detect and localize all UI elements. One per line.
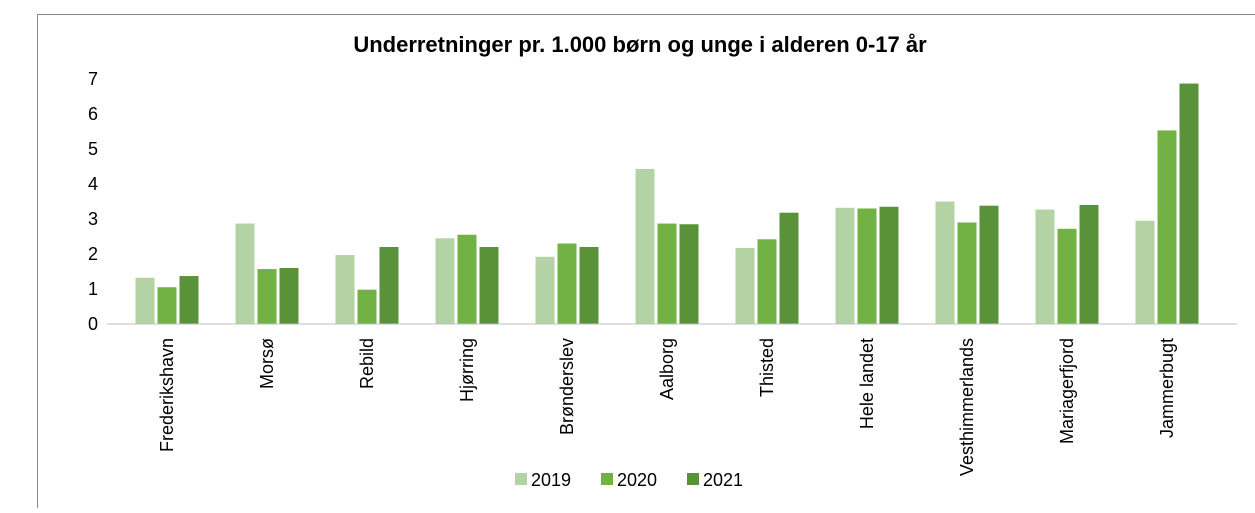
x-tick-label: Rebild (357, 338, 377, 389)
y-tick-label: 5 (88, 139, 98, 159)
x-tick-label: Thisted (757, 338, 777, 397)
bar (1036, 210, 1055, 324)
bar (558, 244, 577, 325)
x-tick-label: Aalborg (657, 338, 677, 400)
bar (1080, 205, 1099, 324)
bar (680, 224, 699, 324)
bar (336, 255, 355, 324)
bar (136, 278, 155, 324)
bar (880, 207, 899, 324)
y-tick-label: 2 (88, 244, 98, 264)
x-tick-label: Mariagerfjord (1057, 338, 1077, 444)
bar (1136, 221, 1155, 324)
bar (280, 268, 299, 324)
y-tick-label: 4 (88, 174, 98, 194)
legend-swatch (515, 473, 527, 485)
bar (658, 224, 677, 324)
bar (358, 290, 377, 324)
legend-label: 2019 (531, 470, 571, 490)
bar (580, 247, 599, 324)
bar (236, 224, 255, 324)
bar (980, 206, 999, 324)
x-tick-label: Brønderslev (557, 338, 577, 435)
y-tick-label: 3 (88, 209, 98, 229)
bar (780, 213, 799, 324)
bar (180, 276, 199, 324)
bar (836, 208, 855, 324)
bar (436, 238, 455, 324)
bar (736, 248, 755, 324)
x-tick-label: Morsø (257, 338, 277, 389)
bar (258, 269, 277, 324)
x-tick-label: Hele landet (857, 338, 877, 429)
x-tick-label: Hjørring (457, 338, 477, 402)
bar (480, 247, 499, 324)
y-tick-label: 0 (88, 314, 98, 334)
x-tick-label: Vesthimmerlands (957, 338, 977, 476)
legend-swatch (601, 473, 613, 485)
y-tick-label: 1 (88, 279, 98, 299)
bar (636, 169, 655, 324)
x-tick-label: Frederikshavn (157, 338, 177, 452)
bar (1158, 130, 1177, 324)
x-tick-label: Jammerbugt (1157, 338, 1177, 438)
bar (958, 223, 977, 325)
bar (1058, 229, 1077, 324)
legend-label: 2020 (617, 470, 657, 490)
bar (936, 202, 955, 325)
chart-title: Underretninger pr. 1.000 børn og unge i … (353, 32, 927, 57)
bar (536, 257, 555, 324)
y-tick-label: 6 (88, 104, 98, 124)
bar (380, 247, 399, 324)
bar (758, 239, 777, 324)
bar (1180, 84, 1199, 324)
bar (458, 235, 477, 324)
y-tick-label: 7 (88, 69, 98, 89)
bar (858, 209, 877, 325)
bar (158, 287, 177, 324)
legend-swatch (687, 473, 699, 485)
legend-label: 2021 (703, 470, 743, 490)
